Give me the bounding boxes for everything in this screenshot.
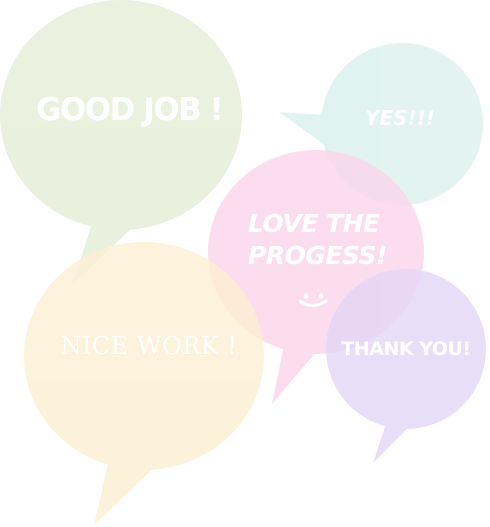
yes-text: YES!!! <box>365 106 435 130</box>
thank-you-bubble-body <box>326 269 486 429</box>
nice-work-text: NICE WORK ! <box>60 332 238 360</box>
love-text-line-2: PROGESS! <box>248 241 387 270</box>
good-job-bubble <box>0 0 242 285</box>
nice-work-bubble-tail <box>94 455 160 525</box>
love-text-line-1: LOVE THE <box>248 209 380 238</box>
good-job-text: GOOD JOB ! <box>36 92 224 128</box>
thank-you-text: THANK YOU! <box>341 338 471 360</box>
love-the-progess-text: LOVE THE PROGESS! <box>248 208 387 272</box>
smiley-face-icon <box>298 293 328 307</box>
nice-work-bubble <box>24 242 264 525</box>
thank-you-bubble <box>326 269 486 463</box>
good-job-bubble-body <box>0 0 242 230</box>
thank-you-bubble-tail <box>373 418 414 463</box>
nice-work-bubble-body <box>24 242 264 470</box>
